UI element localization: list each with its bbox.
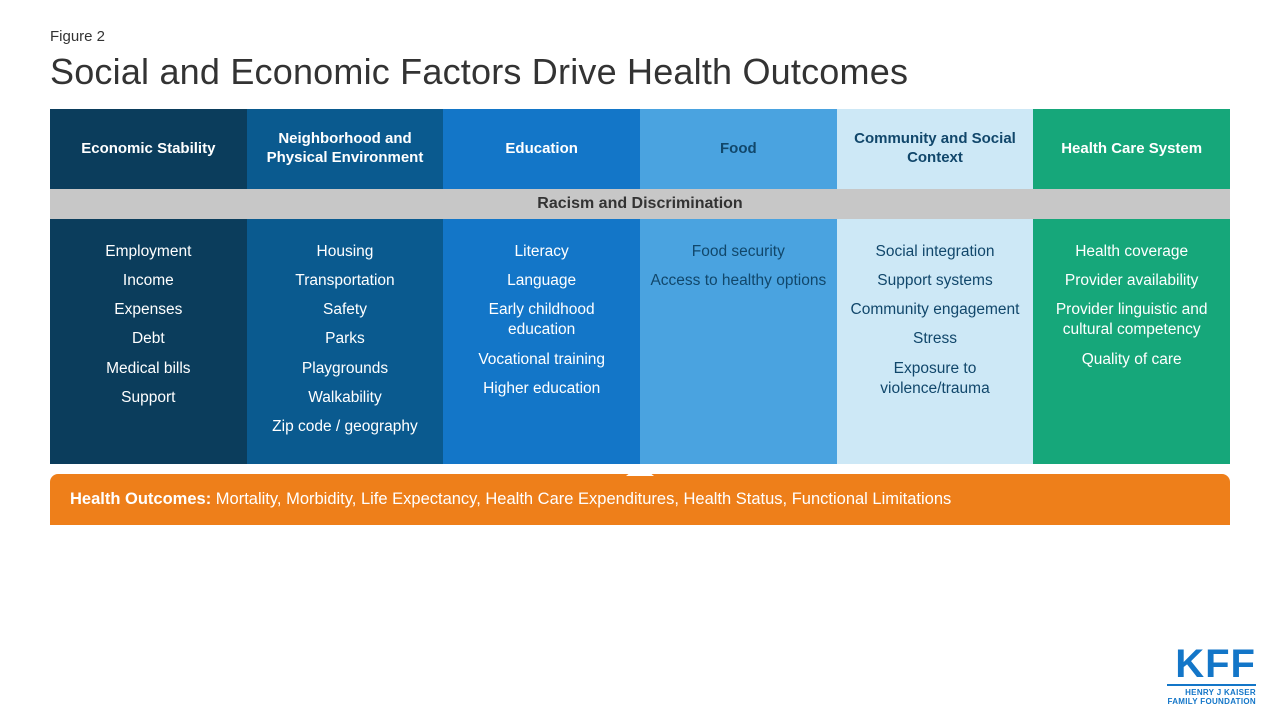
factor-item: Higher education [453,379,630,399]
factor-item: Access to healthy options [650,271,827,291]
factor-item: Exposure to violence/trauma [847,359,1024,399]
factor-item: Support [60,388,237,408]
factor-item: Social integration [847,242,1024,262]
factor-item: Provider linguistic and cultural compete… [1043,300,1220,340]
factor-item: Transportation [257,271,434,291]
factor-item: Language [453,271,630,291]
factor-item: Early childhood education [453,300,630,340]
column-header: Economic Stability [50,109,247,189]
factor-item: Vocational training [453,350,630,370]
factor-item: Health coverage [1043,242,1220,262]
figure-label: Figure 2 [50,28,1230,45]
factor-item: Employment [60,242,237,262]
outcomes-notch [626,465,654,476]
factor-item: Safety [257,300,434,320]
column-body: Employment Income Expenses Debt Medical bill… [50,219,247,464]
factor-item: Debt [60,329,237,349]
column-header: Neighborhood and Physical Environment [247,109,444,189]
outcomes-bar: Health Outcomes: Mortality, Morbidity, L… [50,474,1230,525]
kff-logo-main: KFF [1167,646,1256,682]
discrimination-band: Racism and Discrimination [50,189,1230,219]
column-body: Literacy Language Early childhood educatio… [443,219,640,464]
factor-item: Medical bills [60,359,237,379]
column-body: Health coverage Provider availability Prov… [1033,219,1230,464]
kff-logo: KFF HENRY J KAISER FAMILY FOUNDATION [1167,646,1256,706]
column-body: Food security Access to healthy options [640,219,837,464]
factor-item: Housing [257,242,434,262]
column-header: Food [640,109,837,189]
kff-logo-sub: HENRY J KAISER FAMILY FOUNDATION [1167,684,1256,706]
factor-item: Income [60,271,237,291]
factor-item: Food security [650,242,827,262]
column-body: Housing Transportation Safety Parks Playgrou… [247,219,444,464]
factor-item: Playgrounds [257,359,434,379]
factor-item: Literacy [453,242,630,262]
page-title: Social and Economic Factors Drive Health… [50,51,1230,93]
column-body: Social integration Support systems Communi… [837,219,1034,464]
factor-item: Zip code / geography [257,417,434,437]
outcomes-bar-wrap: Health Outcomes: Mortality, Morbidity, L… [50,474,1230,525]
factor-item: Community engagement [847,300,1024,320]
factor-item: Stress [847,329,1024,349]
outcomes-text: Mortality, Morbidity, Life Expectancy, H… [211,490,951,508]
column-header: Education [443,109,640,189]
factor-item: Quality of care [1043,350,1220,370]
factors-grid: Economic StabilityNeighborhood and Physi… [50,109,1230,464]
factor-item: Walkability [257,388,434,408]
outcomes-label: Health Outcomes: [70,490,211,508]
factor-item: Expenses [60,300,237,320]
factor-item: Support systems [847,271,1024,291]
column-header: Community and Social Context [837,109,1034,189]
column-header: Health Care System [1033,109,1230,189]
factor-item: Provider availability [1043,271,1220,291]
factor-item: Parks [257,329,434,349]
